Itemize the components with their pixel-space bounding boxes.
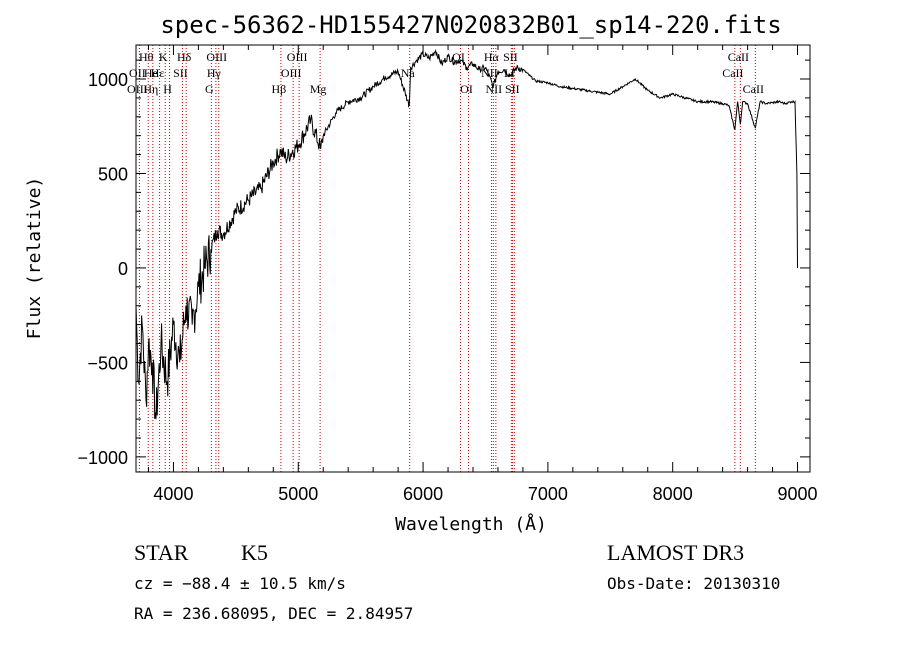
y-tick-label: 1000: [88, 70, 128, 90]
x-tick-label: 9000: [777, 484, 817, 504]
y-axis-ticks: −1000 −500 0 500 1000: [77, 59, 810, 468]
line-label: Li: [504, 66, 515, 80]
x-axis-ticks: 4000 5000 6000 7000 8000 9000: [147, 45, 818, 504]
object-subclass: K5: [241, 540, 268, 565]
line-label: NII: [481, 66, 498, 80]
line-label: OI: [460, 82, 473, 96]
observation-date: Obs-Date: 20130310: [607, 574, 780, 593]
x-axis-label: Wavelength (Å): [395, 513, 547, 535]
line-label: Hγ: [207, 66, 222, 80]
line-label: H: [163, 82, 172, 96]
line-label: Na: [401, 66, 416, 80]
line-label: CaII: [722, 66, 743, 80]
x-tick-label: 5000: [278, 484, 318, 504]
line-label: Hα: [484, 50, 500, 64]
y-tick-label: −500: [87, 353, 128, 373]
line-label: Mg: [310, 82, 327, 96]
x-tick-label: 6000: [403, 484, 443, 504]
chart-title: spec-56362-HD155427N020832B01_sp14-220.f…: [160, 11, 781, 39]
y-tick-label: 500: [98, 164, 128, 184]
y-axis-label: Flux (relative): [24, 177, 45, 340]
line-label: SII: [173, 66, 188, 80]
line-label: SII: [505, 82, 520, 96]
survey-name: LAMOST DR3: [607, 540, 744, 565]
line-label: Hδ: [177, 50, 192, 64]
line-label: Hη: [143, 82, 158, 96]
plot-frame: [135, 44, 811, 473]
x-tick-label: 7000: [528, 484, 568, 504]
line-label: G: [205, 82, 214, 96]
spectrum-line: [135, 48, 798, 420]
line-label: K: [159, 50, 168, 64]
x-tick-label: 8000: [653, 484, 693, 504]
line-label: OIII: [281, 66, 302, 80]
redshift-velocity: cz = −88.4 ± 10.5 km/s: [134, 574, 346, 593]
line-label: OII: [129, 66, 146, 80]
y-tick-label: −1000: [77, 448, 128, 468]
line-label: Hβ: [272, 82, 287, 96]
emission-line-markers: [138, 45, 756, 472]
line-label: OIII: [287, 50, 308, 64]
line-label: SII: [503, 50, 518, 64]
y-tick-label: 0: [118, 259, 128, 279]
x-tick-label: 4000: [153, 484, 193, 504]
line-label: NII: [486, 82, 503, 96]
ra-dec-coordinates: RA = 236.68095, DEC = 2.84957: [134, 604, 413, 623]
line-label: Hε: [151, 66, 165, 80]
line-label: He: [144, 66, 158, 80]
line-label: CaII: [743, 82, 764, 96]
object-class: STAR: [134, 540, 189, 565]
line-label: Hθ: [139, 50, 154, 64]
line-label: OIII: [206, 50, 227, 64]
line-label: CaII: [728, 50, 749, 64]
line-label: OIII: [127, 82, 148, 96]
